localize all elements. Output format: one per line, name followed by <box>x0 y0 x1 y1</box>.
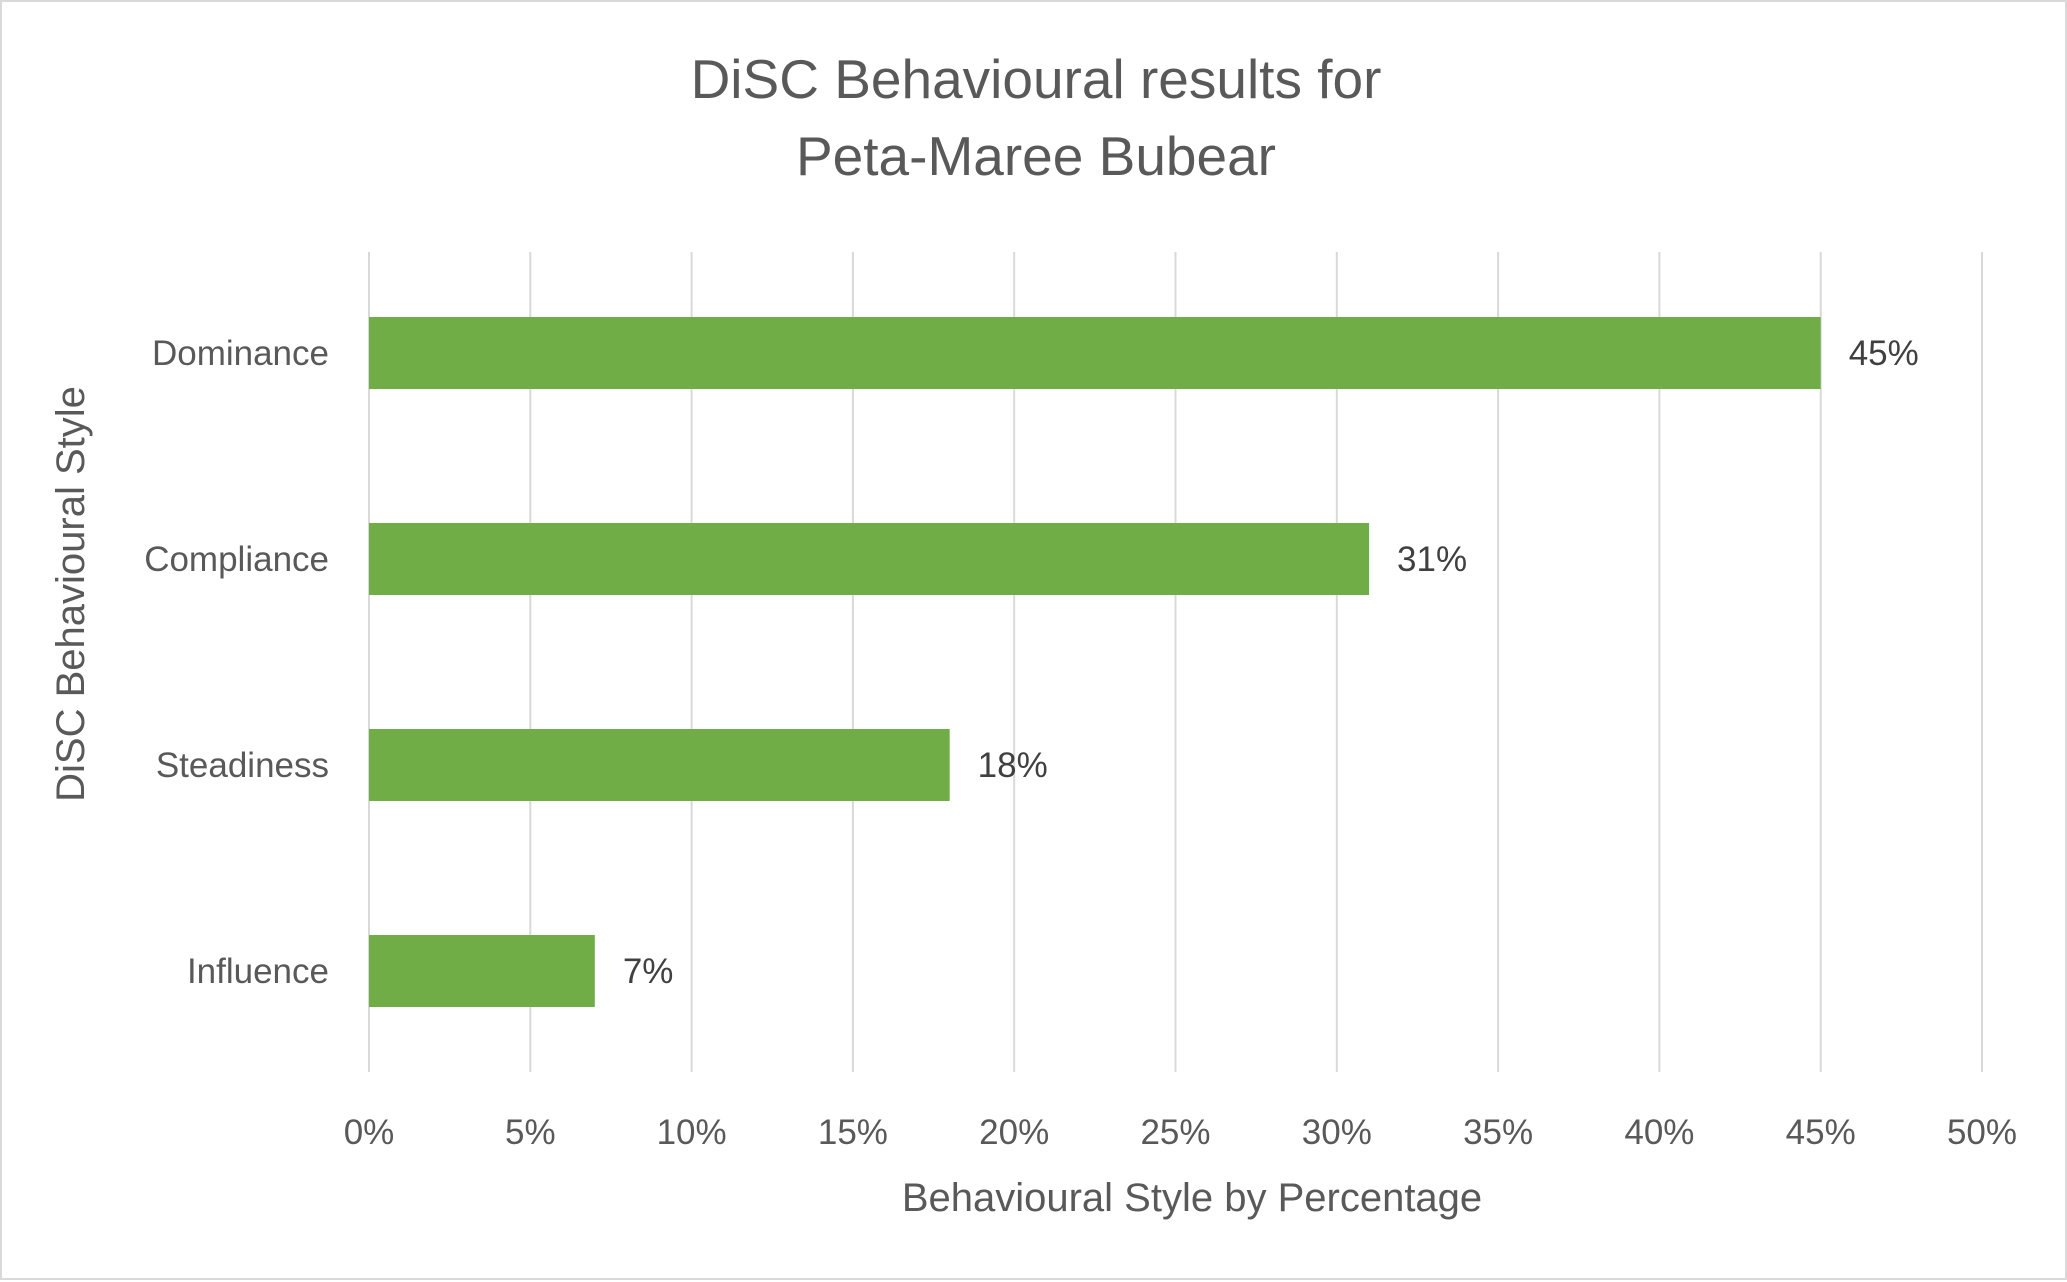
x-tick-label-10: 50% <box>1947 1113 2017 1152</box>
bar-dominance <box>369 317 1821 389</box>
data-label-influence: 7% <box>623 952 674 991</box>
x-tick-label-7: 35% <box>1463 1113 1533 1152</box>
data-label-compliance: 31% <box>1397 540 1467 579</box>
bar-influence <box>369 935 595 1007</box>
x-tick-label-6: 30% <box>1302 1113 1372 1152</box>
chart-title-line-2: Peta-Maree Bubear <box>796 125 1276 187</box>
category-label-steadiness: Steadiness <box>156 746 329 785</box>
category-label-dominance: Dominance <box>152 334 329 373</box>
x-tick-label-1: 5% <box>505 1113 556 1152</box>
chart-title-line-1: DiSC Behavioural results for <box>691 48 1382 110</box>
y-axis-title: DiSC Behavioural Style <box>49 386 93 802</box>
category-label-compliance: Compliance <box>144 540 329 579</box>
x-tick-label-0: 0% <box>344 1113 395 1152</box>
category-label-influence: Influence <box>187 952 329 991</box>
x-tick-label-2: 10% <box>657 1113 727 1152</box>
x-tick-label-8: 40% <box>1624 1113 1694 1152</box>
data-label-steadiness: 18% <box>978 746 1048 785</box>
x-axis-tick-labels: 0% 5% 10% 15% 20% 25% 30% 35% 40% 45% 50% <box>344 1113 2017 1152</box>
data-labels: 45% 31% 18% 7% <box>623 334 1919 991</box>
x-tick-label-5: 25% <box>1140 1113 1210 1152</box>
x-tick-label-3: 15% <box>818 1113 888 1152</box>
bars <box>369 317 1821 1007</box>
bar-compliance <box>369 523 1370 595</box>
bar-steadiness <box>369 729 950 801</box>
x-tick-label-4: 20% <box>979 1113 1049 1152</box>
chart-title: DiSC Behavioural results for Peta-Maree … <box>691 48 1382 187</box>
y-axis-category-labels: Dominance Compliance Steadiness Influence <box>144 334 329 991</box>
data-label-dominance: 45% <box>1849 334 1919 373</box>
x-tick-label-9: 45% <box>1786 1113 1856 1152</box>
x-axis-title: Behavioural Style by Percentage <box>902 1176 1482 1220</box>
